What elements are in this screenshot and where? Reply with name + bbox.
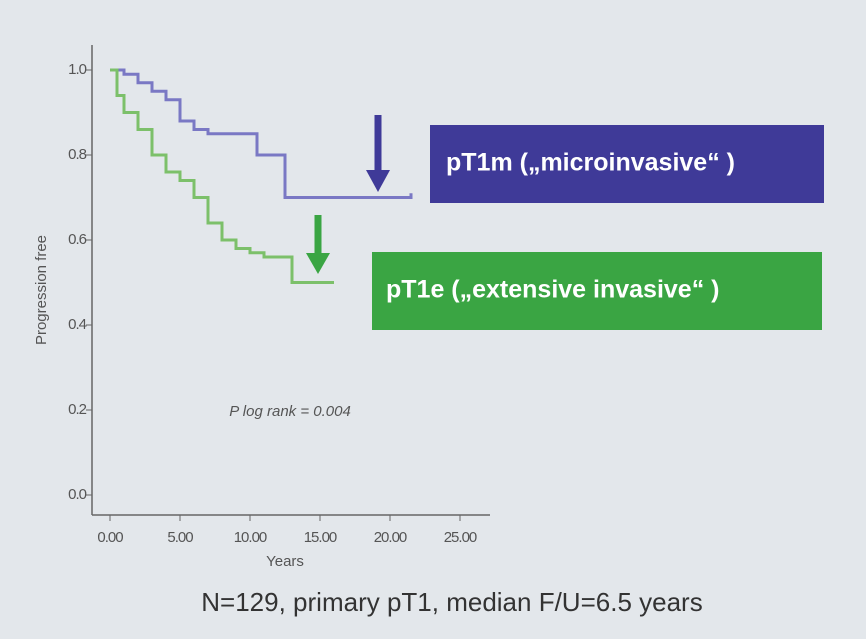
x-tick-label: 10.00 — [234, 529, 267, 546]
p-value: P log rank = 0.004 — [229, 403, 351, 420]
legend-label: pT1m („microinvasive“ ) — [446, 149, 735, 177]
y-tick-label: 1.0 — [68, 61, 87, 78]
y-tick-label: 0.8 — [68, 146, 87, 163]
y-axis-label: Progression free — [33, 235, 50, 345]
x-tick-label: 25.00 — [444, 529, 477, 546]
arrow — [306, 215, 330, 274]
y-tick-label: 0.0 — [68, 486, 87, 503]
x-tick-label: 5.00 — [167, 529, 193, 546]
x-tick-label: 15.00 — [304, 529, 337, 546]
legend-box — [430, 125, 824, 203]
legend-box — [372, 252, 822, 330]
y-tick-label: 0.4 — [68, 316, 87, 333]
survival-curve — [110, 68, 413, 199]
arrow — [366, 115, 390, 192]
x-tick-label: 0.00 — [97, 529, 123, 546]
footer: N=129, primary pT1, median F/U=6.5 years — [201, 587, 702, 617]
x-axis-label: Years — [266, 553, 304, 570]
x-tick-label: 20.00 — [374, 529, 407, 546]
y-tick-label: 0.2 — [68, 401, 87, 418]
y-tick-label: 0.6 — [68, 231, 87, 248]
survival-curve — [110, 68, 334, 284]
legend-label: pT1e („extensive invasive“ ) — [386, 276, 719, 304]
